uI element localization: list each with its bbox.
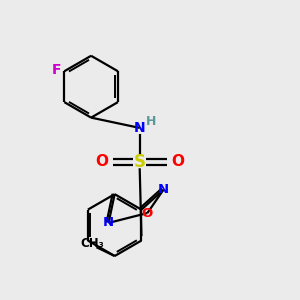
Text: N: N — [134, 121, 146, 135]
Text: S: S — [134, 153, 146, 171]
Text: F: F — [51, 63, 61, 77]
Text: N: N — [158, 184, 169, 196]
Text: H: H — [146, 115, 156, 128]
Text: CH₃: CH₃ — [80, 237, 104, 250]
Text: O: O — [142, 207, 153, 220]
Text: N: N — [103, 216, 114, 230]
Text: O: O — [95, 154, 109, 169]
Text: O: O — [171, 154, 184, 169]
